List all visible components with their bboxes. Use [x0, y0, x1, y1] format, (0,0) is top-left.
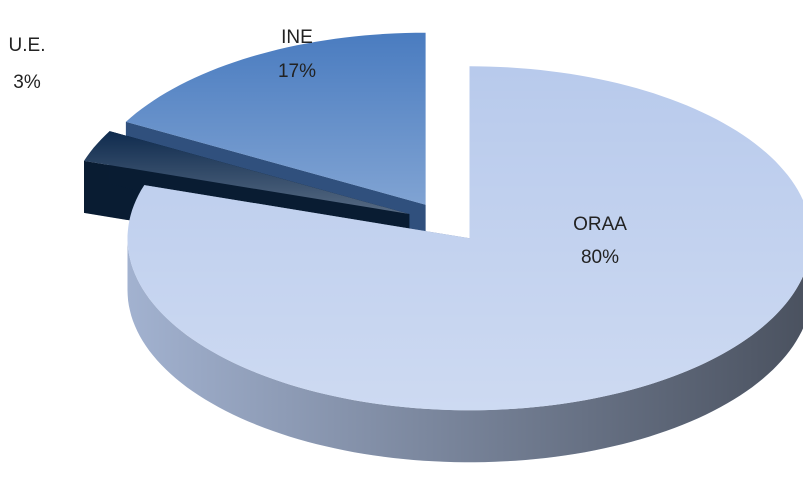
- category-label: ORAA: [573, 214, 627, 235]
- value-label: 3%: [13, 72, 41, 93]
- category-label: INE: [281, 27, 313, 48]
- value-label: 80%: [581, 247, 619, 268]
- category-label: U.E.: [9, 35, 46, 56]
- value-label: 17%: [278, 61, 316, 82]
